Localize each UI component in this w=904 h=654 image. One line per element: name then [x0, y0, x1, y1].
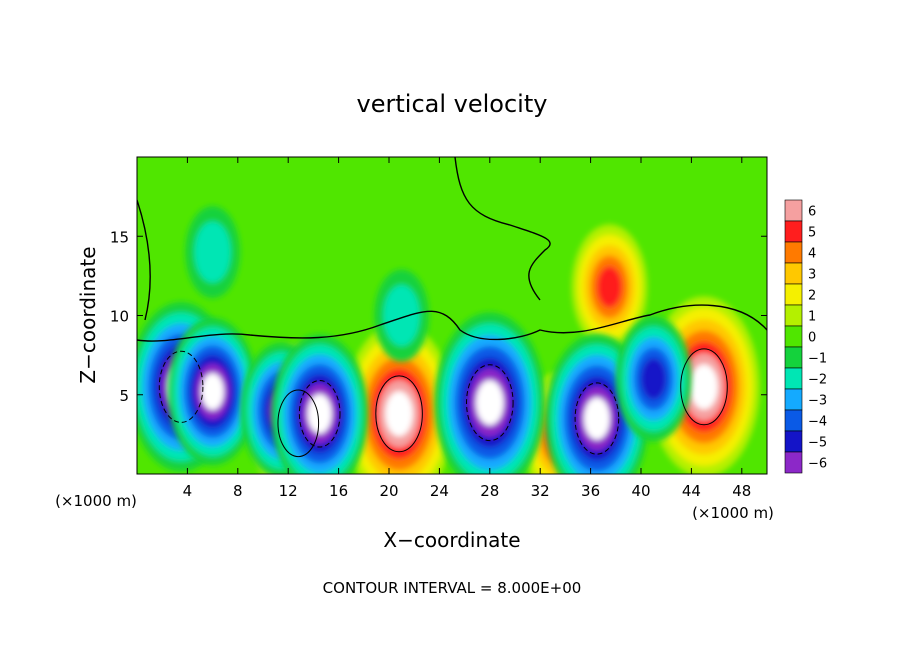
- colorbar-swatch: [784, 409, 803, 432]
- colorbar: 6 5 4 3 2 1 0 −1 −2 −3 −4 −5 −6: [784, 199, 827, 474]
- positive-contour: [680, 348, 728, 426]
- colorbar-swatch: [784, 430, 803, 453]
- x-tick-label: 24: [430, 482, 449, 500]
- colorbar-tick-label: −2: [808, 373, 827, 388]
- y-tick-label: 15: [110, 228, 129, 246]
- colorbar-swatch: [784, 262, 803, 285]
- y-axis-label: Z−coordinate: [76, 246, 100, 383]
- colorbar-swatch: [784, 346, 803, 369]
- x-unit-right: (×1000 m): [692, 504, 774, 522]
- downdraft-cell: [374, 269, 429, 362]
- x-axis-ticks: 4 8 12 16 20 24 28 32 36 40 44 48: [183, 157, 751, 500]
- zero-contour: [137, 157, 767, 342]
- y-axis-ticks: 5 10 15: [110, 228, 767, 405]
- colorbar-swatch: [784, 451, 803, 474]
- x-tick-label: 36: [581, 482, 600, 500]
- x-tick-label: 20: [379, 482, 398, 500]
- x-axis-label: X−coordinate: [383, 528, 520, 552]
- x-tick-label: 8: [233, 482, 243, 500]
- colorbar-tick-label: −1: [808, 352, 827, 367]
- colorbar-tick-label: −3: [808, 394, 827, 409]
- y-tick-label: 5: [119, 387, 129, 405]
- negative-contour: [466, 364, 514, 442]
- updraft-cell: [571, 224, 648, 350]
- colorbar-tick-label: 1: [808, 310, 816, 325]
- colorbar-swatch: [784, 283, 803, 306]
- x-tick-label: 32: [531, 482, 550, 500]
- updraft-cell: [343, 323, 455, 474]
- x-tick-label: 16: [329, 482, 348, 500]
- colorbar-swatch: [784, 241, 803, 264]
- colorbar-tick-label: −4: [808, 415, 827, 430]
- negative-contour: [298, 379, 341, 448]
- negative-contour: [158, 350, 204, 423]
- colorbar-tick-label: −5: [808, 436, 827, 451]
- x-tick-label: 28: [480, 482, 499, 500]
- colorbar-tick-label: −6: [808, 457, 827, 472]
- downdraft-cell: [434, 312, 546, 474]
- negative-contour: [574, 382, 620, 455]
- x-unit-left: (×1000 m): [55, 492, 137, 510]
- positive-contour: [375, 375, 423, 453]
- colorbar-tick-label: 4: [808, 247, 816, 262]
- colorbar-tick-label: 0: [808, 331, 816, 346]
- x-tick-label: 48: [732, 482, 751, 500]
- downdraft-cell: [615, 316, 692, 442]
- positive-contour: [277, 389, 320, 458]
- colorbar-swatch: [784, 220, 803, 243]
- colorbar-swatch: [784, 199, 803, 222]
- x-tick-label: 12: [279, 482, 298, 500]
- colorbar-tick-label: 5: [808, 226, 816, 241]
- contour-lines: [137, 157, 767, 458]
- colorbar-swatch: [784, 325, 803, 348]
- y-tick-label: 10: [110, 308, 129, 326]
- x-tick-label: 44: [682, 482, 701, 500]
- contour-interval-footer: CONTOUR INTERVAL = 8.000E+00: [323, 579, 582, 597]
- chart-title: vertical velocity: [357, 90, 548, 118]
- colorbar-swatch: [784, 388, 803, 411]
- x-tick-label: 4: [183, 482, 193, 500]
- downdraft-cell: [271, 334, 369, 474]
- downdraft-cell: [185, 206, 240, 299]
- colorbar-tick-label: 2: [808, 289, 816, 304]
- colorbar-tick-label: 3: [808, 268, 816, 283]
- velocity-field: [137, 157, 767, 474]
- colorbar-tick-label: 6: [808, 205, 816, 220]
- colorbar-swatch: [784, 304, 803, 327]
- colorbar-swatch: [784, 367, 803, 390]
- x-tick-label: 40: [631, 482, 650, 500]
